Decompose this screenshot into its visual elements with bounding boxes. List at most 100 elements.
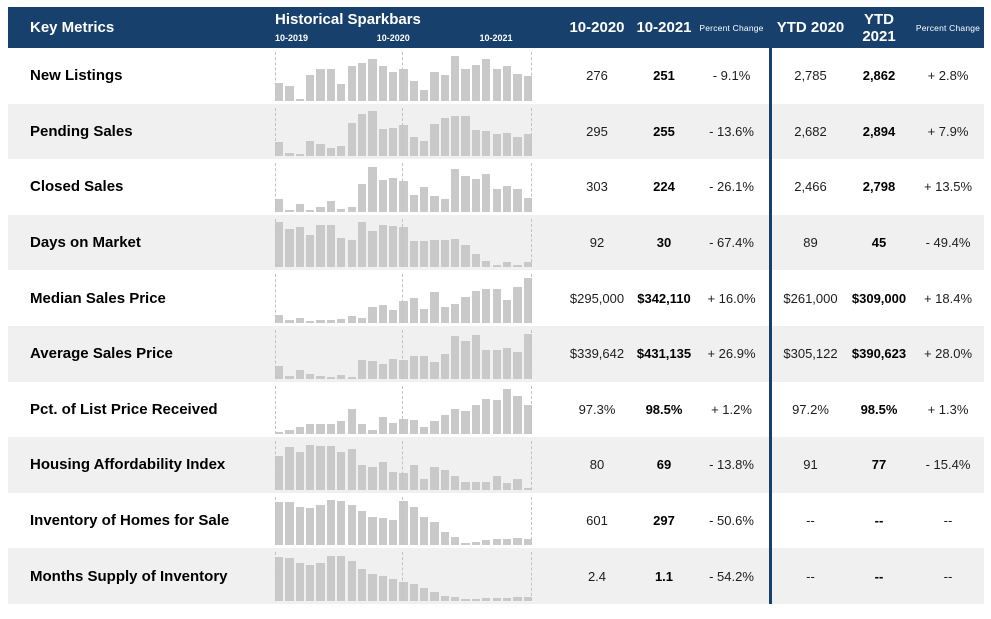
sparkbar-bar xyxy=(316,68,325,101)
sparkbar-bar xyxy=(316,505,325,546)
sparkbar-bar xyxy=(306,209,315,212)
value-pct-change: - 54.2% xyxy=(709,568,754,584)
sparkbar-bar xyxy=(420,427,429,435)
sparkbar-bar xyxy=(368,111,377,157)
sparkbar-tick-start: 10-2019 xyxy=(275,33,309,43)
sparkbar-bar xyxy=(347,206,356,212)
sparkbar-bar xyxy=(430,124,439,157)
sparkbar-bar xyxy=(471,178,481,212)
sparkbar-bar xyxy=(326,319,336,323)
sparkbar-bar xyxy=(461,411,470,435)
sparkbar-bar xyxy=(357,424,367,435)
sparkbar-bar xyxy=(440,415,450,435)
value-month-current: 224 xyxy=(653,179,675,195)
sparkbar-bar xyxy=(388,471,398,490)
value-month-prior: 295 xyxy=(586,123,608,139)
sparkbar-bar xyxy=(451,55,460,101)
sparkbar-bar xyxy=(523,487,532,490)
sparkbar-bar xyxy=(409,464,418,490)
value-ytd-prior: $261,000 xyxy=(783,290,838,306)
sparkbar-bar xyxy=(326,376,336,379)
value-ytd-pct-change: - 15.4% xyxy=(925,457,971,473)
sparkbar-bar xyxy=(347,505,356,546)
sparkbar-bar xyxy=(492,475,501,490)
sparkbar-bar xyxy=(378,225,387,268)
sparkbar-bar xyxy=(337,451,346,490)
metric-row: Pct. of List Price Received 97.3% 98.5% … xyxy=(8,381,984,438)
sparkbar-dash-mid xyxy=(402,163,404,212)
header-col-month-current: 10-2021 xyxy=(636,19,692,36)
metric-row: Inventory of Homes for Sale 601 297 - 50… xyxy=(8,492,984,549)
value-month-current: 1.1 xyxy=(654,568,674,584)
sparkbar-bar xyxy=(461,340,470,379)
sparkbar-bar xyxy=(295,154,305,157)
sparkbar-bar xyxy=(295,562,305,601)
sparkbar-bar xyxy=(357,317,367,323)
sparkbar-dash-mid xyxy=(402,274,404,323)
value-ytd-current: $309,000 xyxy=(851,290,907,306)
sparkbar-dash-end xyxy=(531,552,532,601)
sparkbar-dash-end xyxy=(531,163,532,212)
sparkbar-bar xyxy=(378,461,387,490)
sparkbar-bar xyxy=(440,306,450,323)
sparkbar-bar xyxy=(306,320,315,323)
sparkbar-bar xyxy=(378,179,387,212)
sparkbar-bar xyxy=(285,229,294,268)
header-spacer xyxy=(545,7,563,48)
sparkbar-bar xyxy=(523,134,532,157)
sparkbar-bar xyxy=(492,68,501,101)
sparkbar-bar xyxy=(306,424,315,435)
metric-row: Closed Sales 303 224 - 26.1% 2,466 2,798… xyxy=(8,159,984,215)
value-ytd-pct-change: -- xyxy=(943,513,953,529)
sparkbar-bar xyxy=(306,141,315,157)
sparkbar-bar xyxy=(451,168,460,212)
value-pct-change: - 13.6% xyxy=(709,123,754,139)
sparkbar-dash-mid xyxy=(402,52,404,101)
sparkbar-tick-mid: 10-2020 xyxy=(376,33,410,43)
sparkbar-bar xyxy=(502,262,512,268)
sparkbar-bar xyxy=(471,64,481,101)
sparkbar-bars xyxy=(275,107,532,157)
sparkbar-bars xyxy=(275,496,532,546)
sparkbar-bar xyxy=(337,318,346,323)
sparkbar-bar xyxy=(285,446,294,490)
sparkbar-bar xyxy=(368,58,377,101)
sparkbar-bar xyxy=(440,198,450,212)
sparkbar-bar xyxy=(502,133,512,157)
sparkbar-bar xyxy=(378,304,387,323)
sparkbar-bar xyxy=(420,478,429,490)
metric-label: Closed Sales xyxy=(30,178,124,196)
sparkbar-bar xyxy=(523,75,532,101)
sparkbar-bar xyxy=(295,317,305,323)
sparkbar-bar xyxy=(482,58,491,101)
header-col-pct-change: Percent Change xyxy=(699,22,764,33)
value-ytd-prior: 2,785 xyxy=(794,68,827,84)
sparkbar-bar xyxy=(409,297,418,323)
metric-label: Pending Sales xyxy=(30,122,133,140)
sparkbar-bar xyxy=(523,333,532,379)
sparkbar-bar xyxy=(275,556,284,601)
metric-row: Months Supply of Inventory 2.4 1.1 - 54.… xyxy=(8,548,984,604)
sparkbar-dash-mid xyxy=(402,552,404,601)
sparkbar-bar xyxy=(420,141,429,157)
value-month-current: 255 xyxy=(653,123,675,139)
value-ytd-prior: 2,682 xyxy=(794,123,827,139)
sparkbar-bar xyxy=(513,478,522,490)
sparkbar-bar xyxy=(482,540,491,546)
sparkbar-bar xyxy=(368,231,377,268)
value-ytd-pct-change: + 13.5% xyxy=(923,179,973,195)
sparkbar-bar xyxy=(388,128,398,157)
value-month-prior: $295,000 xyxy=(569,290,625,306)
sparkbar-dash-end xyxy=(531,385,532,435)
metric-label: Inventory of Homes for Sale xyxy=(30,512,230,530)
sparkbar-bar xyxy=(502,389,512,435)
sparkbar-bar xyxy=(337,83,346,101)
sparkbar-bar xyxy=(285,430,294,435)
sparkbar-bar xyxy=(368,466,377,490)
sparkbar-chart xyxy=(265,548,545,604)
sparkbar-bars xyxy=(275,552,532,601)
sparkbar-bar xyxy=(347,65,356,101)
sparkbar-bar xyxy=(409,355,418,379)
value-month-current: 98.5% xyxy=(645,401,683,417)
